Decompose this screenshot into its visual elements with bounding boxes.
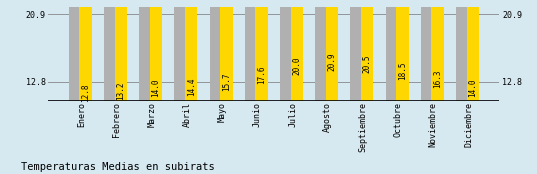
- Bar: [175, 0, 187, 101]
- Bar: [150, 0, 162, 101]
- Bar: [69, 1, 81, 101]
- Bar: [421, 0, 433, 101]
- Text: 14.4: 14.4: [187, 77, 195, 96]
- Text: 20.0: 20.0: [292, 56, 301, 75]
- Bar: [139, 0, 151, 101]
- Bar: [291, 0, 303, 101]
- Text: 14.0: 14.0: [151, 79, 161, 97]
- Bar: [315, 0, 328, 101]
- Bar: [104, 0, 117, 101]
- Bar: [79, 0, 92, 101]
- Bar: [209, 0, 222, 101]
- Bar: [256, 0, 268, 101]
- Bar: [386, 0, 398, 101]
- Bar: [280, 0, 292, 101]
- Text: 20.5: 20.5: [362, 54, 372, 73]
- Bar: [467, 0, 479, 101]
- Text: Temperaturas Medias en subirats: Temperaturas Medias en subirats: [21, 162, 215, 172]
- Bar: [361, 0, 373, 101]
- Text: 13.2: 13.2: [116, 82, 125, 100]
- Bar: [245, 0, 257, 101]
- Bar: [396, 0, 409, 101]
- Bar: [456, 0, 468, 101]
- Text: 17.6: 17.6: [257, 65, 266, 84]
- Text: 18.5: 18.5: [398, 62, 407, 80]
- Bar: [114, 0, 127, 101]
- Text: 20.9: 20.9: [328, 53, 337, 71]
- Text: 12.8: 12.8: [81, 83, 90, 102]
- Bar: [351, 0, 363, 101]
- Text: 16.3: 16.3: [433, 70, 442, 88]
- Bar: [185, 0, 197, 101]
- Text: 14.0: 14.0: [468, 79, 477, 97]
- Text: 15.7: 15.7: [222, 72, 231, 91]
- Bar: [431, 0, 444, 101]
- Bar: [220, 0, 233, 101]
- Bar: [326, 0, 338, 101]
